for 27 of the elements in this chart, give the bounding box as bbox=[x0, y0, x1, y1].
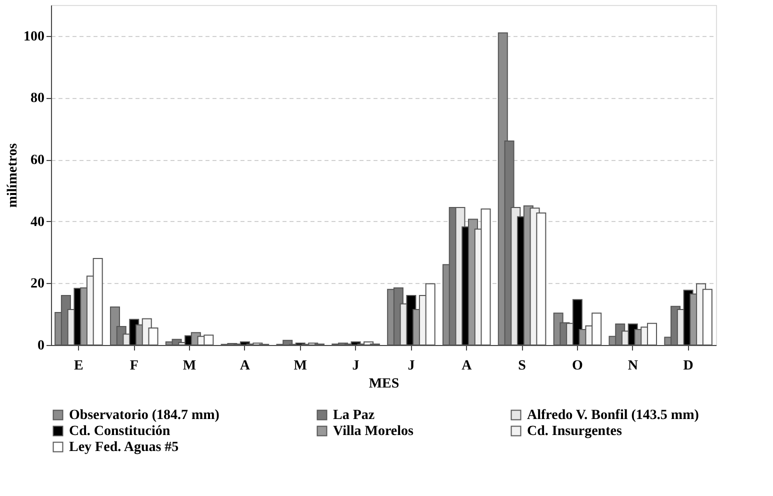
x-tick-label: A bbox=[462, 358, 473, 374]
x-tick-label: J bbox=[408, 358, 415, 374]
legend-label: Cd. Insurgentes bbox=[527, 424, 622, 439]
x-axis-title: MES bbox=[368, 376, 400, 392]
x-tick-label: M bbox=[294, 358, 307, 374]
legend-label: Villa Morelos bbox=[333, 424, 414, 439]
legend-label: La Paz bbox=[333, 408, 375, 423]
y-tick-label: 60 bbox=[30, 153, 44, 168]
legend-label: Cd. Constitución bbox=[69, 424, 170, 439]
y-tick-label: 0 bbox=[38, 338, 44, 354]
x-tick-label: E bbox=[74, 358, 84, 374]
x-tick-label: A bbox=[240, 358, 251, 374]
x-tick-label: F bbox=[130, 358, 138, 374]
legend-label: Ley Fed. Aguas #5 bbox=[69, 440, 179, 455]
y-tick-label: 100 bbox=[24, 29, 44, 44]
x-tick-label: J bbox=[352, 358, 360, 374]
legend-label: Observatorio (184.7 mm) bbox=[69, 408, 220, 423]
y-axis-title: milímetros bbox=[6, 142, 20, 208]
x-tick-label: S bbox=[518, 358, 526, 374]
x-tick-label: M bbox=[182, 358, 196, 374]
y-tick-label: 80 bbox=[30, 91, 44, 106]
x-tick-label: O bbox=[572, 358, 584, 374]
y-tick-label: 40 bbox=[30, 214, 44, 230]
x-tick-label: N bbox=[628, 358, 638, 374]
legend-label: Alfredo V. Bonfil (143.5 mm) bbox=[527, 408, 700, 423]
x-tick-label: D bbox=[683, 358, 694, 374]
y-tick-label: 20 bbox=[30, 276, 44, 292]
